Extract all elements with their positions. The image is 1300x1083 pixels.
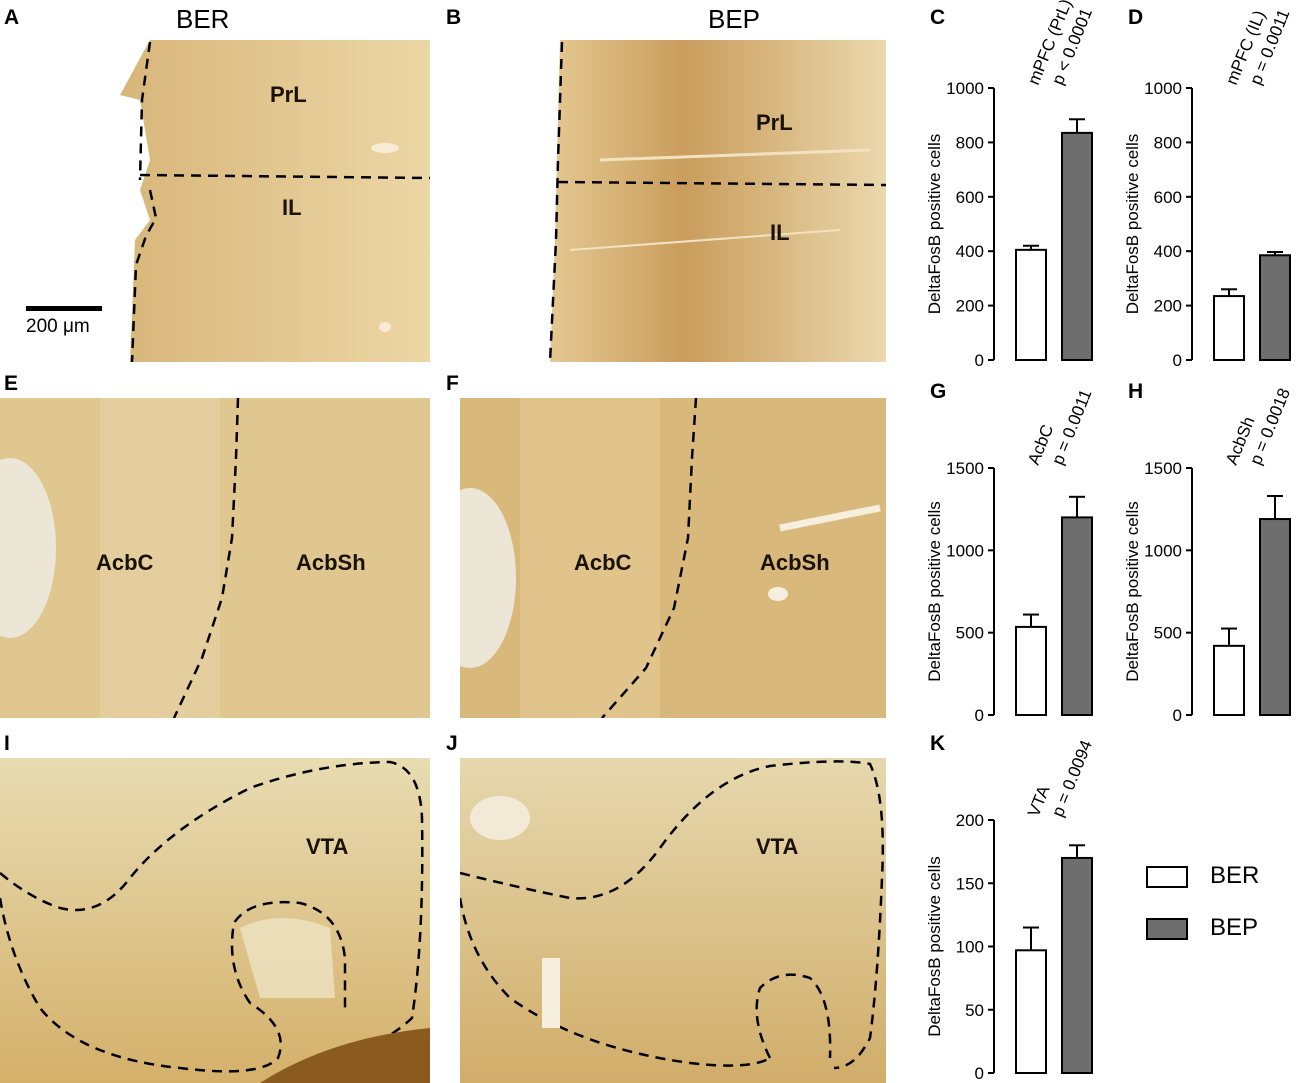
chart-svg: DeltaFosB positive cells050100150200VTAp… [925, 737, 1096, 1083]
y-tick-label: 200 [956, 297, 984, 316]
chart-svg: DeltaFosB positive cells 0 200 400 600 800 100… [1123, 7, 1294, 370]
chart-svg: DeltaFosB positive cells 0 200 400 600 800 100… [925, 0, 1096, 370]
panel-letter-a: A [4, 6, 20, 29]
chart-svg: DeltaFosB positive cells050010001500AcbS… [1123, 385, 1294, 725]
y-axis-label: DeltaFosB positive cells [925, 134, 944, 314]
scale-bar-label: 200 μm [26, 316, 90, 337]
y-axis-label: DeltaFosB positive cells [925, 856, 944, 1036]
region-label-prl-a: PrL [270, 82, 307, 107]
micrograph-f: AcbC AcbSh [460, 398, 886, 718]
y-tick-label: 1500 [946, 459, 984, 478]
y-tick-label: 1000 [1144, 79, 1182, 98]
y-tick-label: 400 [1154, 242, 1182, 261]
group-title-ber: BER [176, 4, 230, 34]
chart-g: DeltaFosB positive cells 0 500 1000 1500 AcbC… [920, 380, 1120, 725]
region-label-vta-j: VTA [756, 834, 799, 859]
y-tick-label: 0 [1173, 351, 1182, 370]
bar-ber [1015, 949, 1047, 1074]
y-tick-label: 600 [956, 188, 984, 207]
y-tick-label: 200 [1154, 297, 1182, 316]
y-axis-label: DeltaFosB positive cells [1123, 501, 1142, 681]
region-label-acbsh-e: AcbSh [296, 550, 366, 575]
y-axis-label: DeltaFosB positive cells [925, 501, 944, 681]
panel-letter-e: E [4, 372, 19, 395]
group-title-bep: BEP [708, 4, 761, 34]
micrograph-j: VTA [460, 758, 886, 1083]
y-tick-label: 500 [1154, 624, 1182, 643]
region-label-prl-b: PrL [756, 110, 793, 135]
bar-ber [1213, 295, 1245, 361]
y-tick-label: 150 [956, 874, 984, 893]
y-tick-label: 1000 [946, 79, 984, 98]
y-tick-label: 0 [1173, 706, 1182, 725]
y-tick-label: 800 [956, 133, 984, 152]
panel-letter-g: G [930, 380, 947, 403]
legend-label-ber: BER [1210, 862, 1260, 889]
legend-swatch-bep [1146, 918, 1188, 940]
annotation-line: p = 0.0094 [1048, 737, 1096, 819]
micrograph-i: VTA [0, 758, 430, 1083]
legend-label-bep: BEP [1210, 914, 1259, 941]
bar-bep [1061, 516, 1093, 716]
scale-bar [26, 306, 102, 311]
legend-swatch-ber [1146, 866, 1188, 888]
region-label-acbc-e: AcbC [96, 550, 154, 575]
y-axis-label: DeltaFosB positive cells [1123, 134, 1142, 314]
region-label-vta-i: VTA [306, 834, 349, 859]
chart-svg: DeltaFosB positive cells050010001500AcbC… [925, 387, 1096, 725]
chart-h: DeltaFosB positive cells 0 500 1000 1500 AcbS… [1118, 380, 1300, 725]
bar-bep [1061, 131, 1093, 361]
chart-d: DeltaFosB positive cells 0 200 400 600 800 100… [1118, 0, 1300, 370]
y-tick-label: 50 [965, 1001, 984, 1020]
region-label-acbsh-f: AcbSh [760, 550, 830, 575]
micrograph-e: AcbC AcbSh [0, 398, 430, 718]
bar-ber [1213, 644, 1245, 716]
y-tick-label: 0 [975, 706, 984, 725]
micrograph-b: PrL IL [540, 40, 886, 362]
y-tick-label: 200 [956, 811, 984, 830]
panel-letter-k: K [930, 732, 946, 755]
region-label-acbc-f: AcbC [574, 550, 632, 575]
y-tick-label: 1500 [1144, 459, 1182, 478]
bar-ber [1015, 625, 1047, 716]
y-tick-label: 600 [1154, 188, 1182, 207]
bar-bep [1061, 856, 1093, 1074]
y-tick-label: 1000 [946, 541, 984, 560]
chart-k: DeltaFosB positive cells 0 50 100 150 200 VTA p… [920, 732, 1120, 1083]
y-tick-label: 1000 [1144, 541, 1182, 560]
micrograph-a: PrL IL 200 μm [0, 40, 430, 362]
y-tick-label: 500 [956, 624, 984, 643]
y-tick-label: 100 [956, 938, 984, 957]
panel-letter-f: F [446, 372, 459, 395]
panel-letter-h: H [1128, 380, 1144, 403]
y-tick-label: 800 [1154, 133, 1182, 152]
panel-letter-b: B [446, 6, 462, 29]
bar-bep [1259, 254, 1291, 361]
region-label-il-b: IL [770, 220, 790, 245]
bar-ber [1015, 248, 1047, 361]
panel-letter-d: D [1128, 6, 1144, 29]
y-tick-label: 0 [975, 1064, 984, 1083]
chart-c: DeltaFosB positive cells 0 200 400 600 800 100… [920, 0, 1120, 370]
annotation-line: p = 0.0011 [1048, 387, 1095, 468]
bar-bep [1259, 518, 1291, 716]
panel-letter-i: I [4, 732, 10, 755]
region-label-il-a: IL [282, 195, 302, 220]
y-tick-label: 0 [975, 351, 984, 370]
y-tick-label: 400 [956, 242, 984, 261]
panel-letter-c: C [930, 6, 946, 29]
panel-letter-j: J [446, 732, 458, 755]
